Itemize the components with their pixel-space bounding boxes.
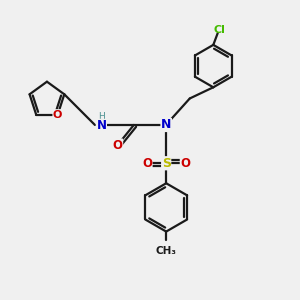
Text: H: H (98, 112, 105, 122)
Text: N: N (96, 119, 106, 132)
Text: N: N (161, 118, 171, 131)
Text: O: O (53, 110, 62, 120)
Text: Cl: Cl (213, 25, 225, 35)
Text: S: S (162, 157, 171, 170)
Text: O: O (180, 157, 190, 170)
Text: O: O (142, 157, 152, 170)
Text: O: O (112, 139, 123, 152)
Text: CH₃: CH₃ (156, 246, 177, 256)
